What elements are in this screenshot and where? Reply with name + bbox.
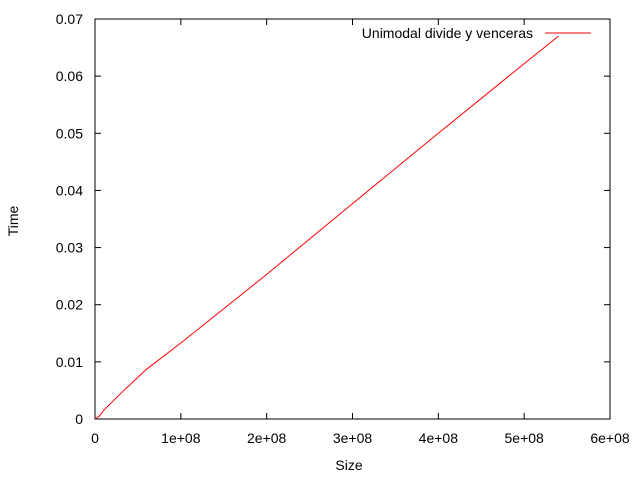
y-tick-label: 0.05 — [56, 125, 83, 141]
legend: Unimodal divide y venceras — [362, 25, 591, 41]
series-line — [94, 35, 559, 420]
x-tick-label: 0 — [91, 430, 99, 446]
x-tick-label: 5e+08 — [505, 430, 545, 446]
legend-label: Unimodal divide y venceras — [362, 25, 533, 41]
x-tick-label: 1e+08 — [161, 430, 201, 446]
y-tick-label: 0.01 — [56, 354, 83, 370]
x-tick-label: 6e+08 — [590, 430, 630, 446]
y-tick-label: 0.03 — [56, 240, 83, 256]
y-tick-label: 0.07 — [56, 11, 83, 27]
x-axis-label: Size — [335, 457, 362, 473]
y-tick-label: 0.02 — [56, 297, 83, 313]
y-axis-ticks: 0 0.01 0.02 0.03 0.04 0.05 0.06 0.07 — [56, 11, 610, 427]
y-tick-label: 0 — [75, 411, 83, 427]
x-axis-ticks: 0 1e+08 2e+08 3e+08 4e+08 5e+08 6e+08 — [91, 19, 630, 446]
y-axis-label: Time — [5, 205, 21, 236]
x-tick-label: 4e+08 — [419, 430, 459, 446]
plot-area — [94, 18, 611, 420]
x-tick-label: 2e+08 — [247, 430, 287, 446]
series-layer — [94, 35, 559, 420]
x-tick-label: 3e+08 — [333, 430, 373, 446]
y-tick-label: 0.04 — [56, 182, 83, 198]
y-tick-label: 0.06 — [56, 68, 83, 84]
